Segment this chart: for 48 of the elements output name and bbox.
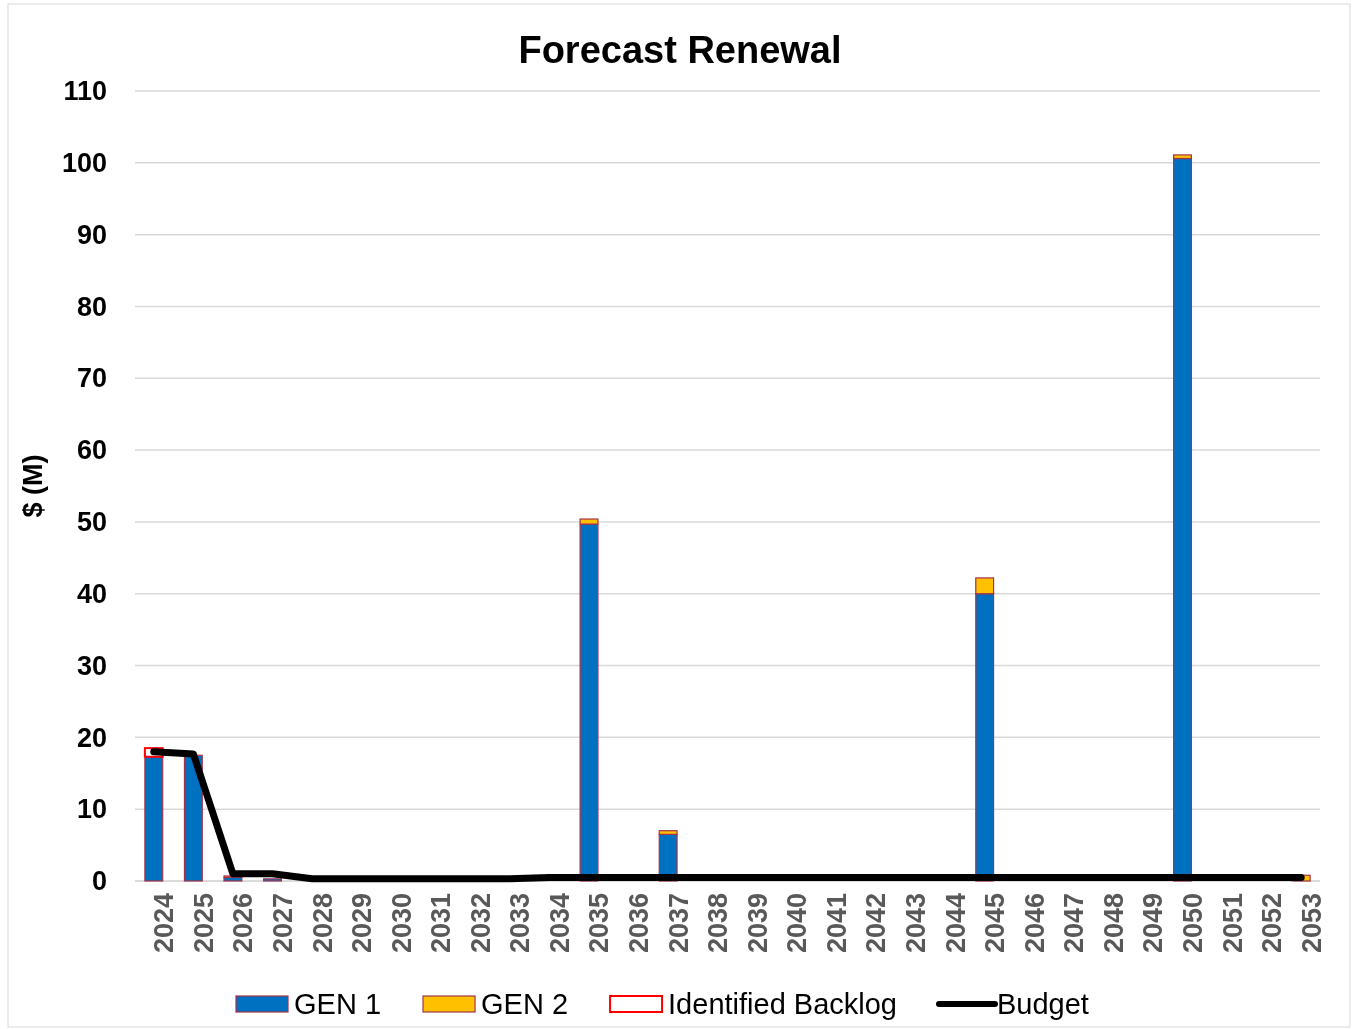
x-tick-label: 2028 <box>307 893 338 954</box>
x-tick-label: 2047 <box>1059 893 1090 954</box>
x-tick-label: 2027 <box>267 893 298 954</box>
x-tick-label: 2031 <box>426 893 457 954</box>
x-tick-label: 2041 <box>821 893 852 954</box>
x-tick-label: 2050 <box>1177 893 1208 954</box>
x-tick-label: 2035 <box>584 893 615 954</box>
y-tick-label: 10 <box>76 794 107 825</box>
y-tick-label: 30 <box>76 650 107 681</box>
x-tick-label: 2036 <box>624 893 655 954</box>
x-tick-label: 2026 <box>228 893 259 954</box>
x-tick-label: 2048 <box>1098 893 1129 954</box>
y-tick-label: 90 <box>76 219 107 250</box>
x-tick-label: 2025 <box>188 893 219 954</box>
x-tick-label: 2046 <box>1019 893 1050 954</box>
x-tick-label: 2039 <box>742 893 773 954</box>
x-tick-label: 2053 <box>1296 893 1327 954</box>
y-axis-title: $ (M) <box>18 454 48 518</box>
x-tick-label: 2052 <box>1257 893 1288 954</box>
y-tick-label: 110 <box>63 76 107 107</box>
y-tick-label: 60 <box>76 435 107 466</box>
x-tick-label: 2033 <box>505 893 536 954</box>
y-tick-label: 80 <box>76 291 107 322</box>
x-tick-label: 2030 <box>386 893 417 954</box>
y-tick-label: 100 <box>61 147 107 178</box>
y-tick-label: 0 <box>91 866 107 897</box>
y-tick-label: 40 <box>76 578 107 609</box>
chart-title: Forecast Renewal <box>518 29 842 71</box>
x-tick-label: 2034 <box>544 893 575 954</box>
y-tick-label: 20 <box>76 722 107 753</box>
legend-label: Identified Backlog <box>668 988 897 1021</box>
x-tick-label: 2029 <box>347 893 378 954</box>
legend-label: GEN 1 <box>294 988 382 1021</box>
x-tick-label: 2038 <box>703 893 734 954</box>
legend-label: Budget <box>997 988 1089 1021</box>
x-tick-label: 2043 <box>901 893 931 954</box>
x-tick-label: 2040 <box>782 893 813 954</box>
y-tick-label: 50 <box>76 507 107 538</box>
y-tick-label: 70 <box>76 363 107 394</box>
x-tick-label: 2049 <box>1138 893 1169 954</box>
x-tick-label: 2042 <box>861 893 892 954</box>
x-tick-label: 2024 <box>149 893 180 954</box>
x-tick-label: 2044 <box>940 893 971 954</box>
x-tick-label: 2045 <box>980 893 1011 954</box>
legend-label: GEN 2 <box>481 988 569 1021</box>
x-tick-label: 2051 <box>1217 893 1248 954</box>
x-tick-label: 2032 <box>465 893 496 954</box>
x-tick-label: 2037 <box>663 893 694 954</box>
